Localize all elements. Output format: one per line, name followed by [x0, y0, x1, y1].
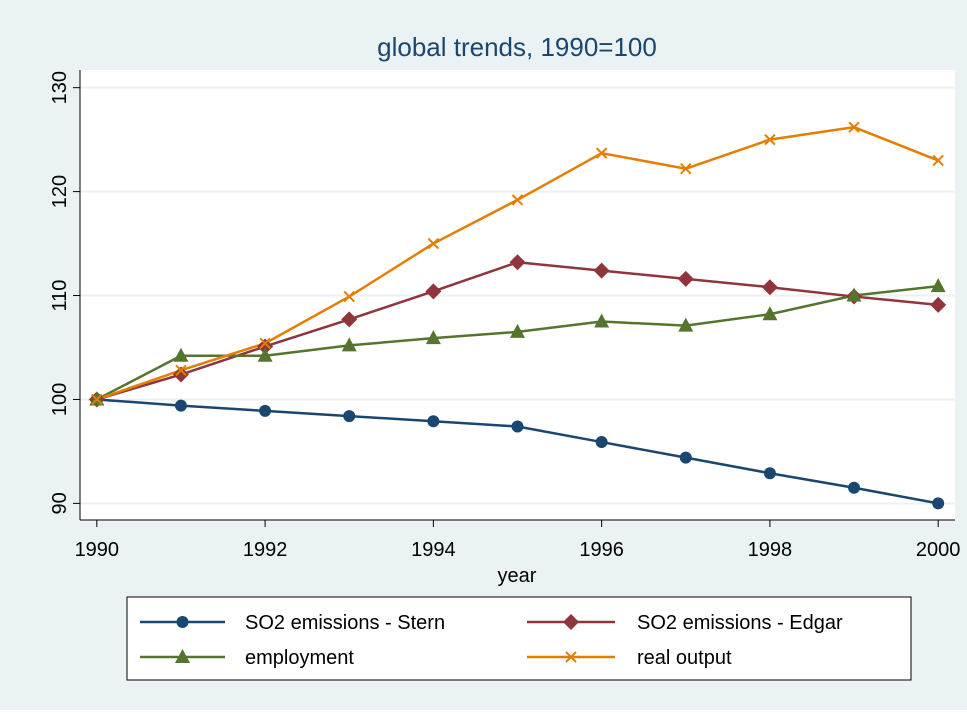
legend-label: SO2 emissions - Stern: [245, 612, 445, 634]
point: [930, 278, 946, 293]
legend-marker: [563, 614, 579, 630]
x-tick-label: 1992: [243, 539, 288, 561]
legend-label: SO2 emissions - Edgar: [637, 612, 843, 634]
point: [341, 311, 358, 328]
point: [425, 330, 441, 345]
point: [257, 338, 274, 355]
y-tick-label: 90: [49, 492, 71, 514]
point: [175, 364, 187, 377]
point: [763, 467, 776, 480]
point: [511, 420, 524, 433]
point: [173, 347, 189, 362]
x-tick-label: 1996: [579, 539, 624, 561]
point: [594, 313, 610, 328]
x-tick-label: 1994: [411, 539, 456, 561]
point: [425, 283, 442, 300]
x-tick-label: 2000: [916, 539, 961, 561]
point: [91, 393, 103, 406]
point: [343, 410, 356, 423]
point: [593, 262, 610, 279]
point: [510, 323, 525, 338]
point: [341, 337, 357, 352]
point: [343, 290, 355, 303]
x-tick-label: 1990: [75, 539, 120, 561]
point: [678, 317, 694, 332]
point: [511, 194, 524, 206]
point: [595, 147, 608, 159]
legend: [126, 596, 912, 681]
point: [677, 270, 694, 287]
legend-marker: [176, 616, 189, 628]
point: [679, 451, 692, 464]
point: [764, 133, 776, 146]
point: [930, 296, 947, 313]
x-axis-label: year: [498, 565, 537, 587]
y-tick-label: 100: [49, 383, 71, 416]
point: [595, 436, 608, 449]
y-tick-label: 110: [49, 280, 71, 312]
y-tick-label: 120: [49, 175, 71, 208]
point: [762, 306, 778, 321]
point: [427, 415, 440, 428]
legend-marker: [565, 651, 577, 663]
point: [848, 481, 861, 494]
x-tick-label: 1998: [748, 539, 793, 561]
chart-title: global trends, 1990=100: [377, 32, 657, 62]
point: [761, 279, 778, 296]
point: [932, 154, 944, 167]
point: [932, 497, 945, 510]
point: [259, 404, 272, 417]
point: [509, 254, 526, 271]
point: [172, 366, 189, 383]
point: [427, 237, 440, 250]
point: [848, 121, 860, 133]
point: [680, 163, 692, 175]
legend-label: employment: [245, 647, 354, 669]
point: [846, 287, 862, 302]
y-tick-label: 130: [49, 71, 71, 104]
legend-marker: [175, 649, 190, 663]
point: [174, 399, 187, 412]
point: [257, 347, 273, 362]
legend-label: real output: [637, 647, 732, 669]
point: [259, 337, 271, 350]
